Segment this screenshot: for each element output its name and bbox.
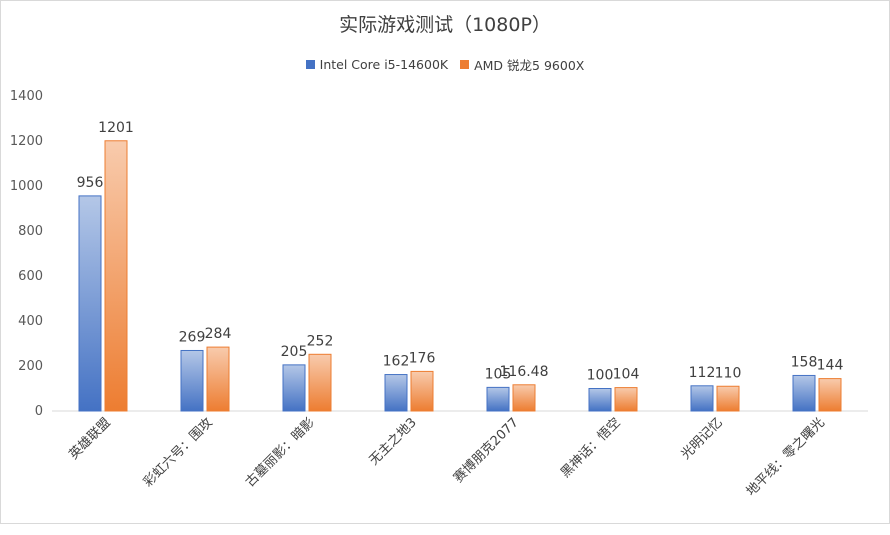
y-tick-label: 200: [18, 359, 43, 374]
data-label: 104: [613, 367, 640, 383]
bar-amd: [410, 370, 434, 412]
y-tick-label: 1000: [10, 179, 43, 194]
bar-intel: [282, 364, 306, 412]
bar-amd: [104, 140, 128, 412]
bar-intel: [180, 349, 204, 412]
bar-amd: [614, 387, 638, 412]
y-tick-label: 1200: [10, 134, 43, 149]
bar-intel: [486, 386, 510, 412]
bar-amd: [512, 384, 536, 412]
x-category-label: 英雄联盟: [66, 415, 113, 462]
data-label: 176: [409, 350, 436, 366]
data-label: 284: [205, 326, 232, 342]
x-category-label: 地平线：零之曙光: [744, 415, 828, 499]
data-label: 158: [791, 354, 818, 370]
bar-intel: [588, 388, 612, 412]
bar-intel: [690, 385, 714, 412]
chart-frame: [0, 0, 890, 524]
x-category-label: 无主之地3: [367, 415, 420, 468]
bar-intel: [384, 374, 408, 412]
data-label: 100: [587, 368, 614, 384]
data-label: 252: [307, 333, 334, 349]
data-label: 162: [383, 354, 410, 370]
y-tick-label: 1400: [10, 89, 43, 104]
x-category-label: 赛博朋克2077: [450, 415, 521, 486]
data-label: 956: [77, 175, 104, 191]
bar-amd: [716, 385, 740, 412]
legend-label-amd: AMD 锐龙5 9600X: [474, 58, 585, 73]
x-category-label: 光明记忆: [678, 415, 726, 463]
data-label: 1201: [98, 120, 134, 136]
bar-intel: [792, 374, 816, 412]
data-label: 105: [485, 366, 512, 382]
data-label: 144: [817, 358, 844, 374]
data-label: 112: [689, 365, 716, 381]
data-label: 269: [179, 329, 206, 345]
x-category-label: 彩虹六号：围攻: [141, 415, 216, 490]
data-label: 205: [281, 344, 308, 360]
y-tick-label: 400: [18, 314, 43, 329]
legend-swatch-intel: [305, 60, 315, 69]
bar-amd: [308, 353, 332, 412]
y-tick-label: 0: [35, 404, 43, 419]
data-label: 116.48: [500, 364, 549, 380]
data-label: 110: [715, 365, 742, 381]
bar-amd: [206, 346, 230, 412]
legend-item-intel: Intel Core i5-14600K: [305, 57, 449, 72]
x-category-label: 古墓丽影：暗影: [243, 415, 318, 490]
x-category-label: 黑神话：悟空: [558, 415, 624, 481]
bar-intel: [78, 195, 102, 412]
bar-amd: [818, 378, 842, 412]
legend-item-amd: AMD 锐龙5 9600X: [460, 55, 584, 74]
legend-label-intel: Intel Core i5-14600K: [319, 57, 449, 72]
chart-title: 实际游戏测试（1080P）: [339, 14, 551, 36]
legend-swatch-amd: [460, 60, 470, 69]
y-tick-label: 600: [18, 269, 43, 284]
y-tick-label: 800: [18, 224, 43, 239]
chart-legend: Intel Core i5-14600K AMD 锐龙5 9600X: [0, 55, 890, 74]
